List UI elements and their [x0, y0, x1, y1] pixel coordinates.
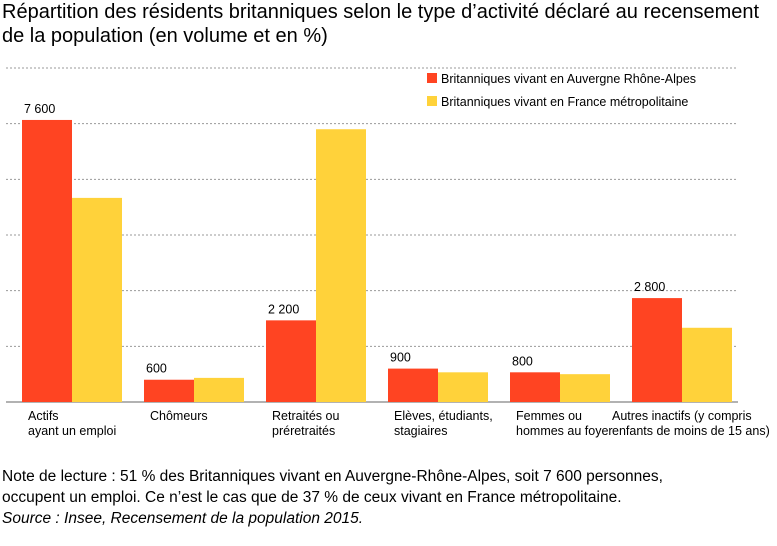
source-note: Source : Insee, Recensement de la popula…: [2, 510, 364, 527]
gridlines: [6, 67, 738, 403]
category-label-1-0: Chômeurs: [150, 409, 208, 423]
bar-france-0: [72, 197, 122, 402]
bar-ara-5: [632, 298, 682, 402]
legend-label-france: Britanniques vivant en France métropolit…: [441, 95, 688, 109]
legend-label-ara: Britanniques vivant en Auvergne Rhône-Al…: [441, 72, 696, 86]
chart-title: Répartition des résidents britanniques s…: [2, 1, 760, 47]
data-label-4: 800: [512, 354, 533, 368]
data-labels: 7 600 600 2 200 900 800 2 800: [24, 102, 665, 376]
legend-swatch-france: [427, 96, 437, 106]
category-label-3-0: Elèves, étudiants,: [394, 409, 493, 423]
bar-ara-3: [388, 368, 438, 402]
category-label-3-1: stagiaires: [394, 424, 448, 438]
bars: [22, 119, 732, 402]
category-label-5-1: enfants de moins de 15 ans): [612, 424, 770, 438]
bar-france-1: [194, 377, 244, 402]
bar-france-4: [560, 374, 610, 402]
data-label-0: 7 600: [24, 102, 55, 116]
category-label-2-1: préretraités: [272, 424, 335, 438]
reading-note-line-2: occupent un emploi. Ce n’est le cas que …: [2, 489, 622, 506]
reading-note-line-1: Note de lecture : 51 % des Britanniques …: [2, 468, 663, 485]
bar-ara-2: [266, 320, 316, 402]
data-label-3: 900: [390, 351, 411, 365]
category-label-4-0: Femmes ou: [516, 409, 582, 423]
legend: Britanniques vivant en Auvergne Rhône-Al…: [427, 72, 696, 109]
bar-ara-0: [22, 119, 72, 402]
bar-france-2: [316, 129, 366, 402]
category-label-2-0: Retraités ou: [272, 409, 339, 423]
data-label-2: 2 200: [268, 302, 299, 316]
category-label-0-0: Actifs: [28, 409, 59, 423]
data-label-5: 2 800: [634, 280, 665, 294]
legend-swatch-ara: [427, 73, 437, 83]
bar-france-5: [682, 327, 732, 402]
bar-ara-1: [144, 379, 194, 402]
note-block: Note de lecture : 51 % des Britanniques …: [2, 466, 772, 529]
bar-france-3: [438, 372, 488, 402]
bar-ara-4: [510, 372, 560, 402]
category-label-0-1: ayant un emploi: [28, 424, 116, 438]
category-label-4-1: hommes au foyer: [516, 424, 613, 438]
category-label-5-0: Autres inactifs (y compris: [612, 409, 752, 423]
data-label-1: 600: [146, 362, 167, 376]
